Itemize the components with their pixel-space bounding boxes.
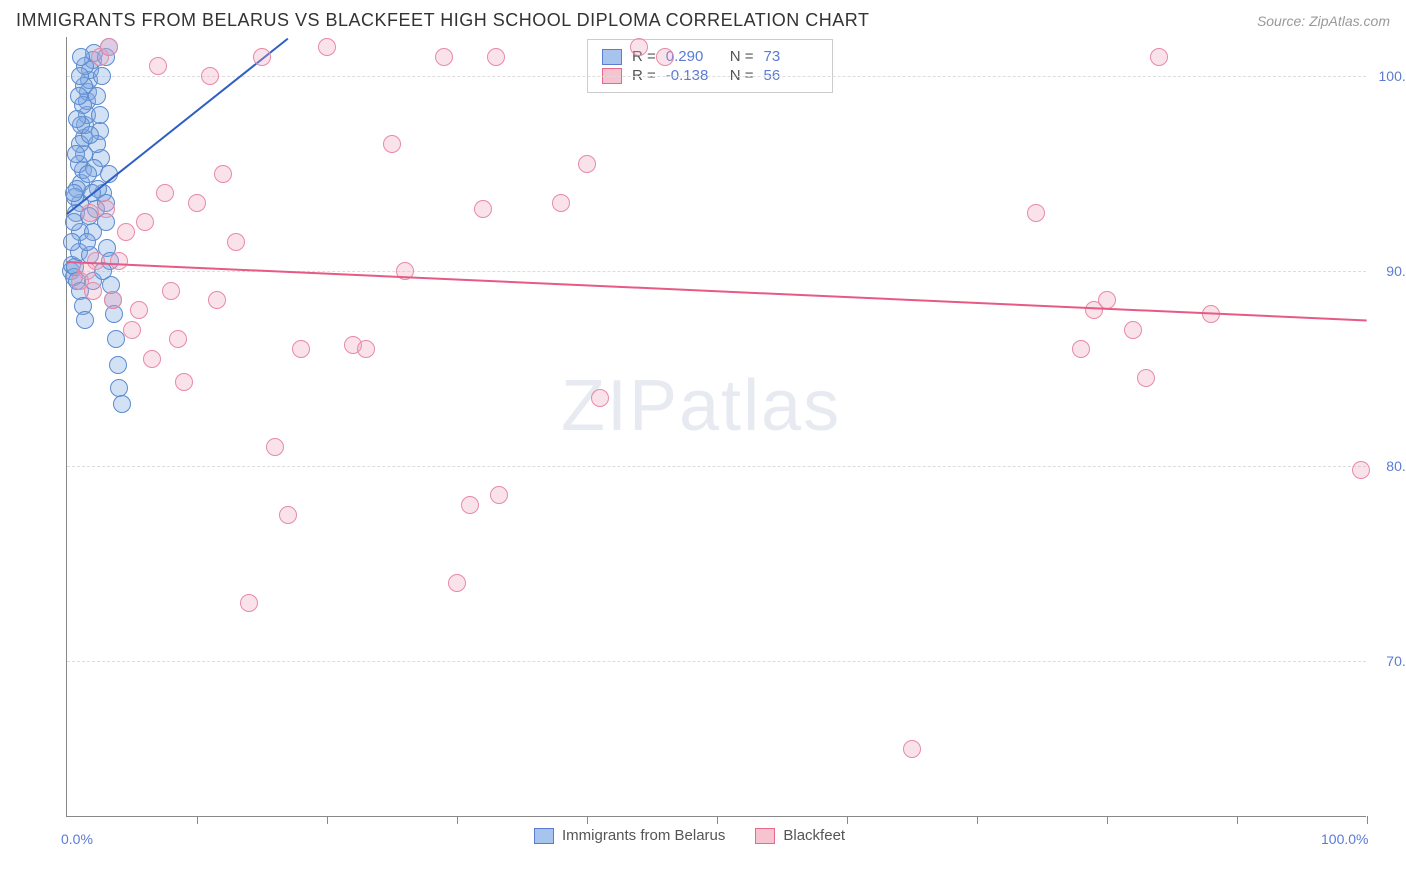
scatter-point-blackfeet: [318, 38, 336, 56]
scatter-point-belarus: [93, 67, 111, 85]
x-tick: [847, 816, 848, 824]
y-tick-label: 100.0%: [1379, 68, 1406, 84]
scatter-point-belarus: [72, 48, 90, 66]
legend-series-label: Blackfeet: [783, 827, 845, 844]
scatter-point-blackfeet: [903, 740, 921, 758]
scatter-point-blackfeet: [214, 165, 232, 183]
scatter-point-blackfeet: [156, 184, 174, 202]
scatter-point-blackfeet: [110, 252, 128, 270]
legend-series-item: Blackfeet: [755, 827, 845, 844]
scatter-point-blackfeet: [123, 321, 141, 339]
legend-swatch: [602, 49, 622, 65]
scatter-point-blackfeet: [383, 135, 401, 153]
scatter-point-blackfeet: [292, 340, 310, 358]
legend-swatch: [534, 828, 554, 844]
chart-title: IMMIGRANTS FROM BELARUS VS BLACKFEET HIG…: [16, 10, 869, 31]
source-label: Source: ZipAtlas.com: [1257, 13, 1390, 29]
gridline: [67, 76, 1366, 77]
watermark-atlas: atlas: [679, 366, 841, 446]
scatter-point-blackfeet: [117, 223, 135, 241]
scatter-point-blackfeet: [100, 38, 118, 56]
legend-series-label: Immigrants from Belarus: [562, 827, 725, 844]
x-tick: [197, 816, 198, 824]
y-tick-label: 70.0%: [1386, 653, 1406, 669]
scatter-point-blackfeet: [448, 574, 466, 592]
scatter-point-blackfeet: [240, 594, 258, 612]
scatter-point-blackfeet: [630, 38, 648, 56]
x-tick: [977, 816, 978, 824]
x-tick: [717, 816, 718, 824]
scatter-point-blackfeet: [130, 301, 148, 319]
scatter-point-blackfeet: [578, 155, 596, 173]
scatter-point-blackfeet: [490, 486, 508, 504]
x-tick: [587, 816, 588, 824]
legend-series: Immigrants from Belarus Blackfeet: [534, 827, 845, 844]
scatter-point-blackfeet: [208, 291, 226, 309]
scatter-point-blackfeet: [71, 272, 89, 290]
scatter-point-blackfeet: [1072, 340, 1090, 358]
scatter-point-blackfeet: [201, 67, 219, 85]
scatter-point-blackfeet: [1124, 321, 1142, 339]
x-tick: [1237, 816, 1238, 824]
x-tick: [327, 816, 328, 824]
scatter-point-belarus: [65, 184, 83, 202]
scatter-point-blackfeet: [162, 282, 180, 300]
scatter-point-blackfeet: [279, 506, 297, 524]
legend-swatch: [755, 828, 775, 844]
scatter-point-blackfeet: [266, 438, 284, 456]
gridline: [67, 466, 1366, 467]
scatter-point-blackfeet: [357, 340, 375, 358]
scatter-point-blackfeet: [474, 200, 492, 218]
scatter-point-belarus: [91, 106, 109, 124]
x-tick: [1367, 816, 1368, 824]
scatter-point-blackfeet: [169, 330, 187, 348]
scatter-point-blackfeet: [1027, 204, 1045, 222]
watermark-zip: ZIP: [561, 366, 679, 446]
y-tick-label: 90.0%: [1386, 263, 1406, 279]
plot-area: ZIPatlas R =0.290N =73R =-0.138N =56 70.…: [66, 37, 1366, 817]
scatter-point-blackfeet: [1150, 48, 1168, 66]
scatter-point-blackfeet: [97, 200, 115, 218]
scatter-point-blackfeet: [227, 233, 245, 251]
scatter-point-blackfeet: [591, 389, 609, 407]
scatter-point-belarus: [67, 145, 85, 163]
scatter-point-belarus: [81, 126, 99, 144]
scatter-point-blackfeet: [253, 48, 271, 66]
legend-n-label: N =: [730, 48, 754, 65]
scatter-point-blackfeet: [435, 48, 453, 66]
y-tick-label: 80.0%: [1386, 458, 1406, 474]
gridline: [67, 661, 1366, 662]
scatter-point-belarus: [70, 87, 88, 105]
legend-stats: R =0.290N =73R =-0.138N =56: [587, 39, 833, 93]
x-tick: [1107, 816, 1108, 824]
scatter-point-blackfeet: [552, 194, 570, 212]
scatter-point-belarus: [71, 67, 89, 85]
x-axis-max-label: 100.0%: [1321, 831, 1368, 847]
scatter-point-blackfeet: [143, 350, 161, 368]
x-axis-min-label: 0.0%: [61, 831, 93, 847]
scatter-point-blackfeet: [1352, 461, 1370, 479]
legend-series-item: Immigrants from Belarus: [534, 827, 725, 844]
scatter-point-belarus: [63, 233, 81, 251]
scatter-point-belarus: [79, 165, 97, 183]
scatter-point-blackfeet: [149, 57, 167, 75]
scatter-point-blackfeet: [656, 48, 674, 66]
legend-n-value: 73: [764, 48, 818, 65]
scatter-point-blackfeet: [81, 204, 99, 222]
scatter-point-belarus: [113, 395, 131, 413]
x-tick: [457, 816, 458, 824]
scatter-point-belarus: [109, 356, 127, 374]
scatter-point-blackfeet: [1137, 369, 1155, 387]
scatter-point-blackfeet: [104, 291, 122, 309]
scatter-point-blackfeet: [175, 373, 193, 391]
scatter-point-belarus: [76, 311, 94, 329]
scatter-point-blackfeet: [487, 48, 505, 66]
scatter-point-blackfeet: [461, 496, 479, 514]
scatter-point-belarus: [68, 110, 86, 128]
scatter-point-blackfeet: [136, 213, 154, 231]
scatter-point-blackfeet: [188, 194, 206, 212]
